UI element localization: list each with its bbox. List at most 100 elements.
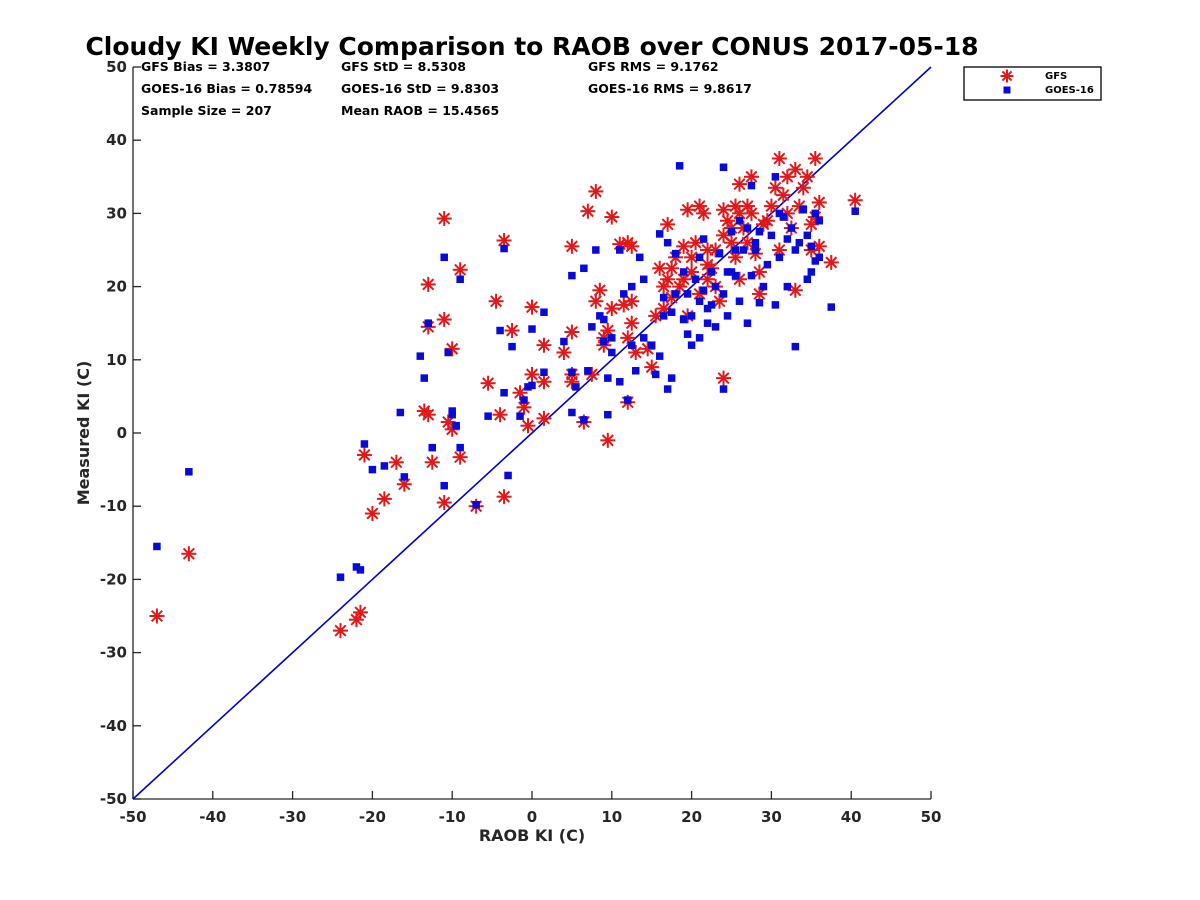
gfs-point [696,205,712,221]
gfs-point [763,198,779,214]
gfs-point [332,623,348,639]
goes16-point [703,304,712,313]
goes16-point [687,341,696,349]
gfs-point [604,209,620,225]
x-tick-label: 40 [841,808,862,826]
gfs-point [388,454,404,470]
gfs-point [592,282,608,298]
gfs-point [564,238,580,254]
legend-gfs-label: GFS [1045,71,1067,82]
goes16-point [783,235,792,243]
goes16-point [360,440,369,448]
gfs-point [743,205,759,221]
legend-box [963,66,1102,101]
gfs-point [799,169,815,185]
x-tick-label: -50 [119,808,146,826]
gfs-point [520,418,536,434]
goes16-point [528,325,536,333]
goes16-point [604,410,612,419]
gfs-point [787,282,803,298]
goes16-point [827,303,835,311]
goes16-point [699,286,708,295]
one-to-one-line-group [132,66,932,800]
goes16-point [695,297,704,305]
goes16-point [368,465,377,474]
gfs-point [536,337,552,353]
goes16-point [472,500,480,509]
goes16-point [723,312,732,320]
goes16-point [751,238,760,247]
legend-goes16-square [1003,86,1011,94]
stat-goes16-bias: GOES-16 Bias = 0.78594 [141,81,312,96]
stat-gfs-rms: GFS RMS = 9.1762 [588,59,719,74]
goes16-point [807,242,816,251]
x-tick-label: 10 [601,808,622,826]
legend: GFS GOES-16 [963,66,1102,101]
goes16-point [484,412,492,420]
y-tick-label: 10 [106,351,127,369]
goes16-point [683,290,692,298]
goes16-point [500,388,508,397]
goes16-point [428,443,436,452]
goes16-point [803,275,812,284]
x-tick-label: 20 [681,808,702,826]
goes16-point [775,209,784,218]
stat-goes16-std: GOES-16 StD = 9.8303 [341,81,499,96]
stat-sample-size: Sample Size = 207 [141,103,272,118]
gfs-point [504,323,520,339]
goes16-point [687,312,696,320]
goes16-point [568,368,576,376]
gfs-point [149,608,165,624]
goes16-point [767,231,776,240]
gfs-point [436,211,452,227]
gfs-point [660,216,676,232]
goes16-point [795,238,804,247]
x-tick-label: -10 [439,808,466,826]
goes16-point [695,253,704,262]
goes16-point [628,341,636,349]
gfs-point [588,293,604,309]
x-tick-label: 0 [527,808,537,826]
goes16-point [356,566,365,574]
gfs-point [811,194,827,210]
goes16-point [440,481,448,490]
goes16-point [735,216,744,225]
goes16-point [755,298,764,307]
goes16-point [771,301,780,309]
gfs-point [652,260,668,276]
gfs-point [676,238,692,254]
goes16-point [185,468,193,476]
goes16-point [667,374,676,382]
goes16-point [659,293,668,302]
gfs-point [604,301,620,317]
goes16-point [584,367,592,375]
gfs-point [807,151,823,166]
gfs-point [436,495,452,511]
goes16-point [600,315,608,324]
goes16-point [735,297,744,305]
goes16-point [592,246,600,254]
one-to-one-line [132,66,932,800]
goes16-point [675,162,684,170]
gfs-point [628,344,644,360]
goes16-point [791,342,800,351]
x-tick-label: 30 [761,808,782,826]
gfs-point [352,604,368,620]
goes16-point [719,163,728,172]
stat-gfs-bias: GFS Bias = 3.3807 [141,59,270,74]
goes16-point [691,275,700,284]
gfs-point [660,271,676,287]
goes16-point [568,271,576,280]
goes16-point [631,367,640,375]
goes16-point [771,173,780,181]
goes16-point [452,421,460,430]
goes16-point [440,253,448,262]
goes16-point [568,408,576,417]
gfs-point [536,410,552,426]
goes16-point [600,337,608,346]
gfs-point [624,238,640,254]
goes16-point [759,282,768,291]
gfs-point [664,260,680,276]
goes16-point [153,542,161,551]
goes16-point [416,352,425,360]
